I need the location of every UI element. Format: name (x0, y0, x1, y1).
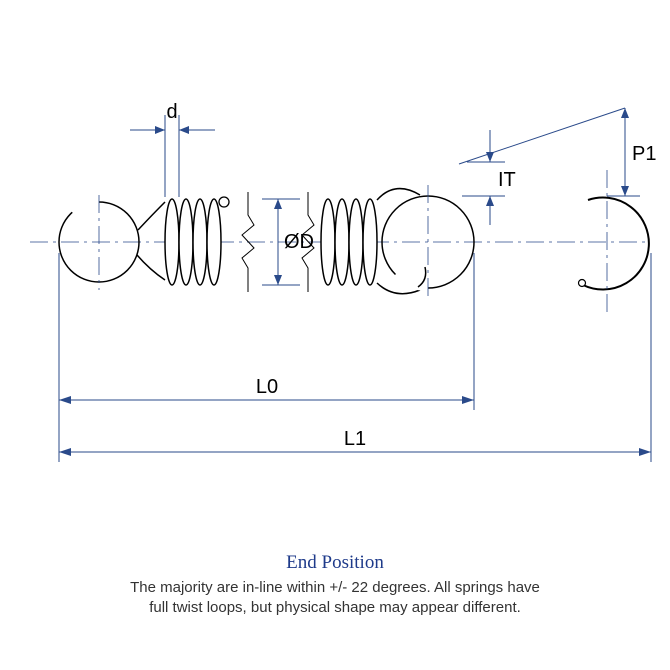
end-view-hook (579, 170, 649, 315)
coil-right (321, 199, 377, 285)
label-l1: L1 (344, 428, 366, 450)
dimension-l0: L0 (59, 253, 474, 410)
dimension-d: d (130, 101, 215, 197)
caption-body: The majority are in-line within +/- 22 d… (0, 578, 670, 617)
label-it: IT (498, 169, 516, 191)
label-l0: L0 (256, 376, 278, 398)
caption-line1: The majority are in-line within +/- 22 d… (130, 579, 540, 596)
dimension-od: ØD (262, 199, 314, 285)
spring-diagram: d ØD IT P1 (0, 0, 670, 670)
right-hook (377, 189, 474, 294)
label-d: d (166, 101, 177, 123)
caption-title: End Position (0, 552, 670, 574)
label-p1: P1 (632, 143, 656, 165)
dimension-it: IT (462, 130, 516, 225)
label-od: ØD (284, 231, 314, 253)
coil-left (165, 197, 229, 285)
caption-line2: full twist loops, but physical shape may… (149, 599, 521, 616)
spring-svg: d ØD IT P1 (0, 0, 670, 540)
